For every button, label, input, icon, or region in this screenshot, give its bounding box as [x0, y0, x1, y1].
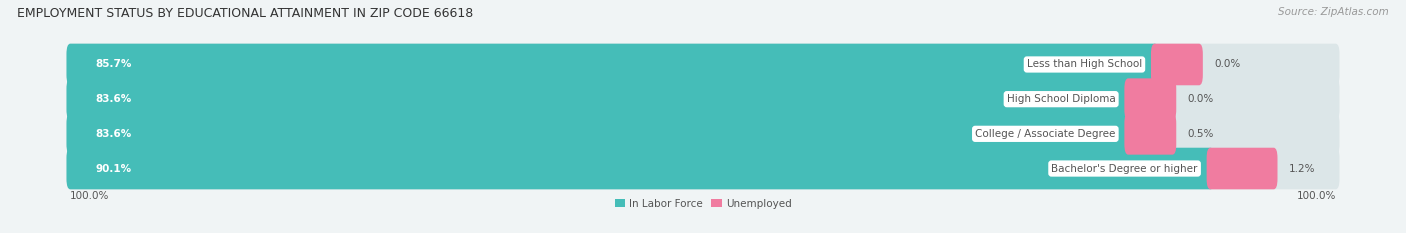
- FancyBboxPatch shape: [1152, 44, 1204, 85]
- Text: 0.0%: 0.0%: [1215, 59, 1240, 69]
- FancyBboxPatch shape: [66, 148, 1215, 189]
- Text: Source: ZipAtlas.com: Source: ZipAtlas.com: [1278, 7, 1389, 17]
- FancyBboxPatch shape: [1125, 78, 1177, 120]
- Text: 1.2%: 1.2%: [1289, 164, 1316, 174]
- FancyBboxPatch shape: [66, 148, 1340, 189]
- Text: Less than High School: Less than High School: [1026, 59, 1142, 69]
- FancyBboxPatch shape: [66, 113, 1340, 155]
- Text: College / Associate Degree: College / Associate Degree: [976, 129, 1115, 139]
- FancyBboxPatch shape: [1206, 148, 1278, 189]
- Text: 83.6%: 83.6%: [96, 94, 132, 104]
- Text: High School Diploma: High School Diploma: [1007, 94, 1115, 104]
- FancyBboxPatch shape: [66, 113, 1132, 155]
- FancyBboxPatch shape: [66, 78, 1340, 120]
- Text: 100.0%: 100.0%: [70, 191, 110, 201]
- FancyBboxPatch shape: [1125, 113, 1177, 155]
- FancyBboxPatch shape: [66, 44, 1159, 85]
- Legend: In Labor Force, Unemployed: In Labor Force, Unemployed: [610, 194, 796, 213]
- Text: 100.0%: 100.0%: [1296, 191, 1336, 201]
- FancyBboxPatch shape: [66, 44, 1340, 85]
- Text: 83.6%: 83.6%: [96, 129, 132, 139]
- FancyBboxPatch shape: [66, 78, 1132, 120]
- Text: EMPLOYMENT STATUS BY EDUCATIONAL ATTAINMENT IN ZIP CODE 66618: EMPLOYMENT STATUS BY EDUCATIONAL ATTAINM…: [17, 7, 474, 20]
- Text: 0.5%: 0.5%: [1188, 129, 1213, 139]
- Text: 0.0%: 0.0%: [1188, 94, 1213, 104]
- Text: 90.1%: 90.1%: [96, 164, 132, 174]
- Text: Bachelor's Degree or higher: Bachelor's Degree or higher: [1052, 164, 1198, 174]
- Text: 85.7%: 85.7%: [96, 59, 132, 69]
